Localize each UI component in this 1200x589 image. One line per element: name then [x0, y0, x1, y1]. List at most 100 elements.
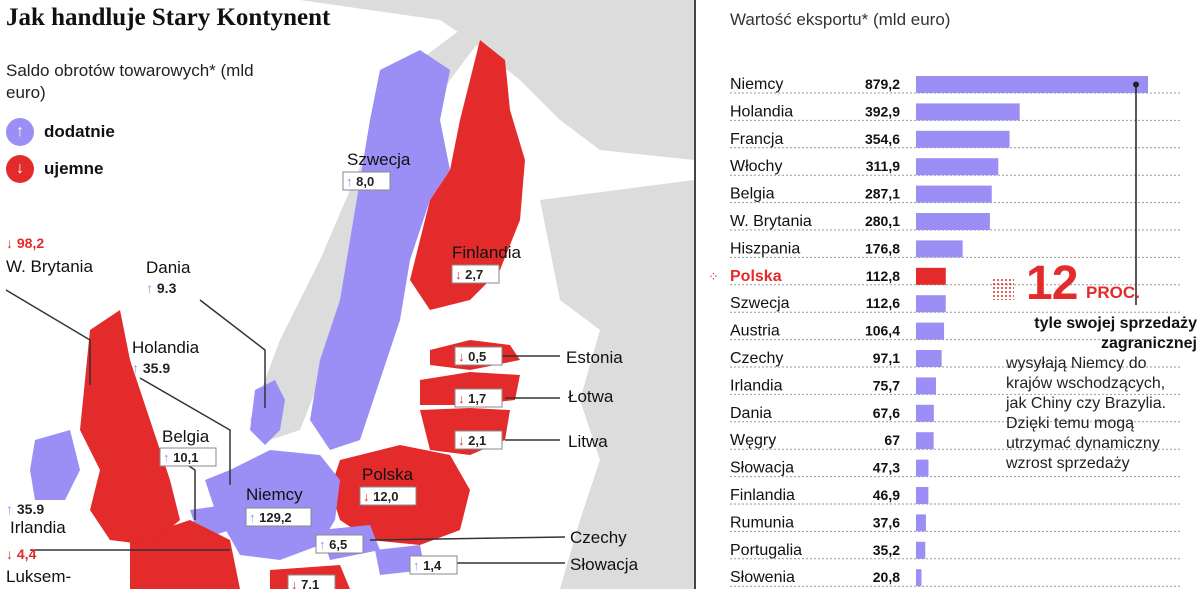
map-value-holandia: ↑ 35.9: [132, 360, 170, 376]
map-label-litwa: Litwa: [568, 432, 608, 451]
map-value-polska: ↓ 12,0: [359, 486, 417, 506]
bar-niemcy: [916, 76, 1148, 93]
bar-irlandia: [916, 377, 936, 395]
value-label-rumunia: 37,6: [873, 514, 900, 530]
callout-unit: PROC.: [1086, 283, 1140, 302]
leader-line-holandia: [139, 377, 231, 485]
ireland-shape: [30, 430, 80, 500]
land-background-east: [540, 180, 694, 589]
value-label-czechy: 97,1: [873, 350, 900, 366]
denmark-shape: [250, 380, 285, 445]
svg-text:↓ 1,7: ↓ 1,7: [458, 391, 486, 406]
svg-text:↑ 9.3: ↑ 9.3: [146, 280, 177, 296]
map-value-łotwa: ↓ 1,7: [454, 388, 503, 408]
callout-number: 12: [1026, 257, 1078, 310]
map-value-szwecja: ↑ 8,0: [342, 171, 391, 191]
svg-text:↓ 2,7: ↓ 2,7: [455, 267, 483, 282]
svg-text:↓ 7,1: ↓ 7,1: [291, 577, 319, 589]
map-label-szwecja: Szwecja: [347, 150, 411, 169]
legend-negative-label: ujemne: [44, 159, 104, 178]
bar-hiszpania: [916, 240, 963, 258]
legend-negative: ↓ ujemne: [6, 155, 104, 183]
map-value-unnamed: ↓ 7,1: [287, 574, 336, 589]
category-label-irlandia: Irlandia: [730, 377, 783, 394]
value-label-polska: 112,8: [866, 268, 900, 284]
svg-text:↓ 4,4: ↓ 4,4: [6, 546, 37, 562]
legend-positive: ↑ dodatnie: [6, 118, 115, 146]
panel-divider: [694, 0, 696, 589]
netherlands-shape: [205, 470, 235, 510]
leader-line-w-brytania: [5, 289, 91, 385]
map-label-holandia: Holandia: [132, 338, 200, 357]
value-label-niemcy: 879,2: [865, 76, 900, 92]
svg-text:↓ 98,2: ↓ 98,2: [6, 235, 44, 251]
category-label-w-brytania: W. Brytania: [730, 213, 812, 230]
value-label-węgry: 67: [884, 432, 900, 448]
bar-austria: [916, 322, 945, 340]
leader-line-dania: [199, 299, 266, 408]
bar-słowacja: [916, 459, 929, 477]
map-label-belgia: Belgia: [162, 427, 210, 446]
value-label-finlandia: 46,9: [873, 487, 900, 503]
map-value-litwa: ↓ 2,1: [454, 430, 503, 450]
map-label-estonia: Estonia: [566, 348, 623, 367]
callout-text: wysyłają Niemcy do krajów wschodzących, …: [1006, 355, 1167, 472]
map-label-czechy: Czechy: [570, 528, 627, 547]
category-label-holandia: Holandia: [730, 103, 793, 120]
bar-słowenia: [916, 569, 922, 587]
category-label-portugalia: Portugalia: [730, 542, 802, 559]
map-value-finlandia: ↓ 2,7: [451, 264, 500, 284]
arrow-down-icon: ↓: [6, 155, 34, 183]
value-label-portugalia: 35,2: [873, 542, 900, 558]
category-label-słowenia: Słowenia: [730, 569, 795, 586]
value-label-w-brytania: 280,1: [865, 213, 900, 229]
category-label-dania: Dania: [730, 405, 772, 422]
value-label-szwecja: 112,6: [866, 295, 900, 311]
bar-belgia: [916, 185, 992, 203]
map-label-finlandia: Finlandia: [452, 243, 522, 262]
page-title: Jak handluje Stary Kontynent: [6, 4, 331, 31]
svg-text:↑ 35.9: ↑ 35.9: [6, 501, 44, 517]
value-label-słowacja: 47,3: [873, 460, 900, 476]
svg-text:↓ 2,1: ↓ 2,1: [458, 433, 486, 448]
value-label-austria: 106,4: [865, 323, 900, 339]
value-label-francja: 354,6: [865, 131, 900, 147]
map-value-w-brytania: ↓ 98,2: [6, 235, 44, 251]
map-label-niemcy: Niemcy: [246, 485, 303, 504]
bar-szwecja: [916, 295, 946, 313]
map-value-irlandia: ↑ 35.9: [6, 501, 44, 517]
bar-w-brytania: [916, 213, 990, 230]
map-label-w-brytania: W. Brytania: [6, 257, 93, 276]
category-label-finlandia: Finlandia: [730, 487, 795, 504]
map-value-luksem-: ↓ 4,4: [6, 546, 37, 562]
legend-positive-label: dodatnie: [44, 122, 115, 141]
land-background: [300, 0, 694, 160]
value-label-holandia: 392,9: [865, 103, 900, 119]
value-label-irlandia: 75,7: [873, 377, 900, 393]
value-label-dania: 67,6: [873, 405, 900, 421]
map-label-irlandia: Irlandia: [10, 518, 66, 537]
bar-dania: [916, 404, 934, 422]
callout-dot: [1133, 81, 1139, 88]
map-value-dania: ↑ 9.3: [146, 280, 177, 296]
bar-finlandia: [916, 487, 929, 504]
svg-text:↑ 35.9: ↑ 35.9: [132, 360, 170, 376]
map-label-luksem-: Luksem-: [6, 567, 71, 586]
bar-czechy: [916, 350, 942, 367]
svg-text:↓ 12,0: ↓ 12,0: [363, 489, 398, 504]
category-label-słowacja: Słowacja: [730, 460, 794, 477]
category-label-polska: Polska: [730, 268, 782, 285]
category-label-francja: Francja: [730, 131, 783, 148]
category-label-włochy: Włochy: [730, 158, 782, 175]
map-value-estonia: ↓ 0,5: [454, 346, 503, 366]
highlight-marker-icon: ⁘: [708, 269, 719, 284]
svg-text:↑ 6,5: ↑ 6,5: [319, 537, 347, 552]
category-label-belgia: Belgia: [730, 186, 775, 203]
bar-portugalia: [916, 541, 926, 559]
europe-map: Szwecja ↑ 8,0 Finlandia ↓ 2,7 Estonia ↓ 0,5 Ło…: [5, 0, 694, 589]
value-label-belgia: 287,1: [865, 186, 900, 202]
svg-text:↑ 129,2: ↑ 129,2: [249, 510, 292, 525]
svg-text:↓ 0,5: ↓ 0,5: [458, 349, 486, 364]
value-label-włochy: 311,9: [866, 158, 900, 174]
